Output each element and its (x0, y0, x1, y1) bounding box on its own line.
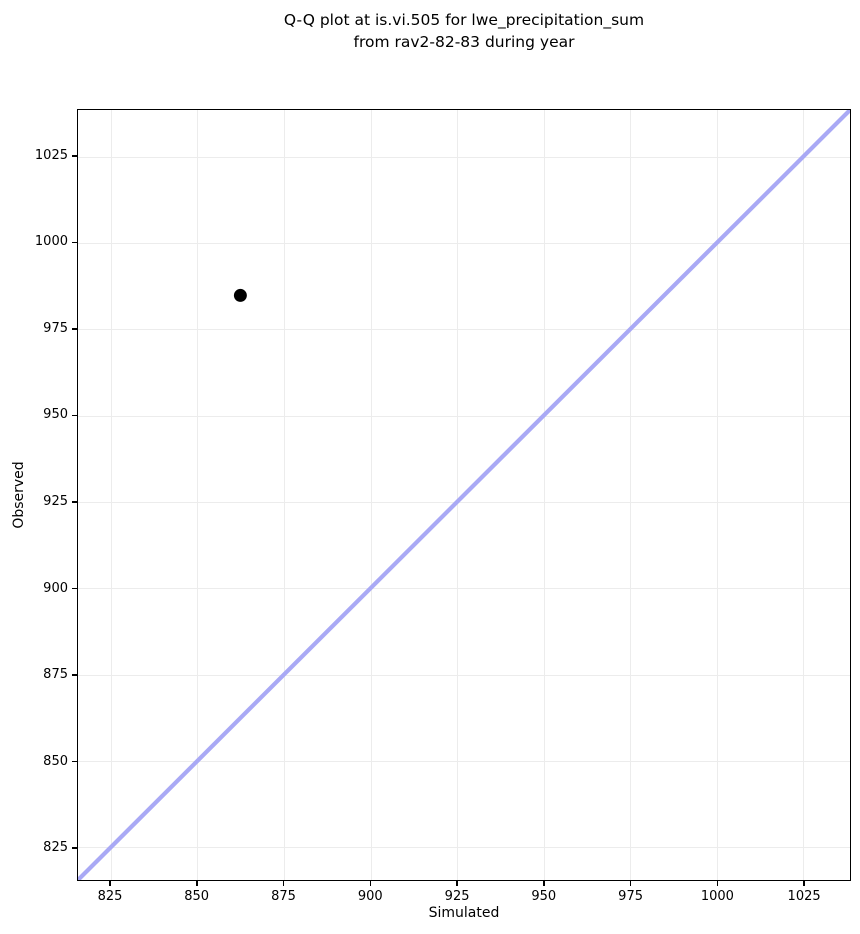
y-gridline (78, 156, 850, 158)
y-gridline (78, 501, 850, 503)
x-tick-label: 925 (444, 889, 470, 904)
y-tick-mark (72, 155, 77, 157)
x-gridline (630, 110, 632, 880)
x-tick-label: 825 (97, 889, 123, 904)
x-tick-label: 875 (271, 889, 296, 904)
y-gridline (78, 760, 850, 762)
plot-canvas (78, 110, 850, 880)
identity-reference-line (78, 110, 850, 880)
x-tick-mark (196, 881, 198, 886)
x-tick-mark (803, 881, 805, 886)
x-tick-mark (369, 881, 371, 886)
y-tick-label: 1025 (34, 147, 68, 163)
y-tick-mark (72, 760, 77, 763)
y-tick-label: 825 (43, 840, 68, 856)
x-tick-label: 950 (531, 889, 557, 904)
x-gridline (197, 110, 199, 880)
x-axis-label: Simulated (428, 905, 500, 921)
x-tick-mark (543, 881, 545, 886)
y-tick-mark (72, 414, 77, 417)
y-tick-label: 925 (43, 493, 68, 509)
y-tick-label: 975 (43, 320, 68, 336)
y-tick-mark (72, 328, 77, 330)
x-gridline (110, 110, 112, 880)
y-tick-label: 875 (43, 667, 68, 682)
data-point (233, 288, 247, 302)
x-tick-mark (629, 881, 632, 886)
x-tick-mark (456, 881, 458, 886)
x-gridline (370, 110, 372, 880)
plot-area (77, 109, 851, 881)
x-gridline (283, 110, 285, 880)
x-tick-label: 900 (357, 889, 383, 904)
y-tick-label: 850 (43, 753, 68, 769)
y-tick-label: 950 (43, 407, 68, 423)
x-tick-mark (109, 881, 111, 886)
y-tick-mark (72, 501, 77, 503)
x-tick-mark (282, 881, 285, 886)
y-tick-mark (72, 587, 77, 590)
x-gridline (803, 110, 805, 880)
y-gridline (78, 242, 850, 244)
grid (78, 110, 850, 880)
x-tick-mark (716, 881, 719, 886)
chart-title: Q-Q plot at is.vi.505 for lwe_precipitat… (77, 9, 851, 53)
chart-title-line1: Q-Q plot at is.vi.505 for lwe_precipitat… (283, 11, 645, 29)
x-tick-label: 1000 (700, 889, 734, 904)
y-gridline (78, 329, 850, 331)
y-tick-mark (72, 241, 77, 243)
y-tick-mark (72, 674, 77, 676)
y-tick-label: 1000 (34, 234, 68, 250)
x-gridline (716, 110, 718, 880)
x-tick-label: 850 (184, 889, 210, 904)
x-gridline (457, 110, 459, 880)
x-tick-label: 1025 (787, 889, 821, 904)
y-gridline (78, 588, 850, 590)
chart-title-line2: from rav2-82-83 during year (353, 33, 575, 51)
y-gridline (78, 415, 850, 417)
y-gridline (78, 674, 850, 676)
y-gridline (78, 847, 850, 849)
y-tick-label: 900 (43, 580, 68, 596)
x-tick-label: 975 (618, 889, 643, 904)
x-gridline (543, 110, 545, 880)
y-tick-mark (72, 847, 77, 849)
